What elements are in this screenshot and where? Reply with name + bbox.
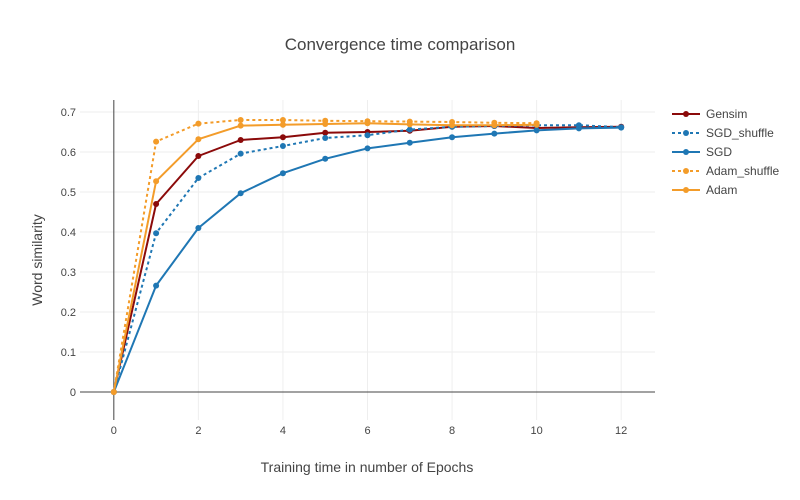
data-point [533,121,540,128]
data-point [491,130,498,137]
x-tick-label: 0 [111,425,117,437]
y-axis-title: Word similarity [29,214,45,306]
x-axis-title: Training time in number of Epochs [261,459,474,475]
data-point [279,121,286,128]
grid [80,100,655,420]
x-tick-label: 12 [615,425,627,437]
x-tick-label: 6 [364,425,370,437]
x-tick-label: 2 [195,425,201,437]
data-point [364,120,371,127]
data-point [237,122,244,129]
data-point [406,121,413,128]
legend-item[interactable]: Gensim [672,107,747,121]
data-point [533,127,540,134]
legend[interactable]: Gensim SGD_shuffle SGD Adam_shuffle Adam [672,107,779,197]
data-point [449,134,456,141]
legend-label: Gensim [706,107,747,121]
data-point [153,282,160,289]
y-tick-label: 0.3 [61,267,76,279]
data-point [153,201,160,207]
data-point [237,150,244,157]
data-point [195,120,202,127]
data-point [406,126,413,133]
legend-item[interactable]: Adam_shuffle [672,164,779,178]
data-point [195,175,202,181]
y-tick-label: 0 [70,387,76,399]
series-adam [110,120,540,395]
data-point [237,117,244,123]
y-tick-label: 0.6 [61,147,76,159]
data-point [237,190,244,197]
legend-swatch-marker [683,149,689,155]
data-point [279,143,286,149]
legend-label: Adam [706,183,737,197]
data-point [153,230,160,237]
legend-swatch-marker [683,130,689,136]
series-lines [110,117,625,395]
data-point [110,389,117,395]
data-point [322,135,329,141]
data-point [322,121,329,127]
legend-item[interactable]: SGD_shuffle [672,126,774,140]
data-point [279,170,286,177]
legend-label: SGD [706,145,732,159]
y-tick-label: 0.7 [61,107,76,119]
data-point [195,225,202,231]
data-point [406,139,413,146]
data-point [322,155,329,162]
legend-swatch-marker [683,111,689,117]
legend-item[interactable]: SGD [672,145,732,159]
data-point [322,129,329,136]
y-tick-label: 0.1 [61,347,76,359]
x-tick-label: 10 [530,425,542,437]
data-point [195,153,202,159]
x-tick-label: 4 [280,425,286,437]
y-tick-label: 0.2 [61,307,76,319]
data-point [364,145,371,152]
y-tick-label: 0.5 [61,187,76,199]
x-tick-label: 8 [449,425,455,437]
y-tick-label: 0.4 [61,227,76,239]
data-point [618,124,625,131]
legend-swatch-marker [683,187,689,193]
legend-swatch-marker [683,168,689,174]
data-point [153,178,160,185]
data-point [491,122,498,129]
series-sgd [110,124,625,395]
data-point [237,137,244,143]
data-point [364,132,371,139]
data-point [153,138,160,145]
legend-item[interactable]: Adam [672,183,737,197]
data-point [195,136,202,143]
data-point [449,122,456,129]
data-point [279,134,286,141]
legend-label: Adam_shuffle [706,164,779,178]
axes: 0 0.1 0.2 0.3 0.4 0.5 0.6 0.7 0 2 4 6 8 10 12 [61,100,655,437]
chart-title: Convergence time comparison [285,35,516,54]
data-point [575,125,582,132]
data-point [279,117,286,123]
legend-label: SGD_shuffle [706,126,774,140]
